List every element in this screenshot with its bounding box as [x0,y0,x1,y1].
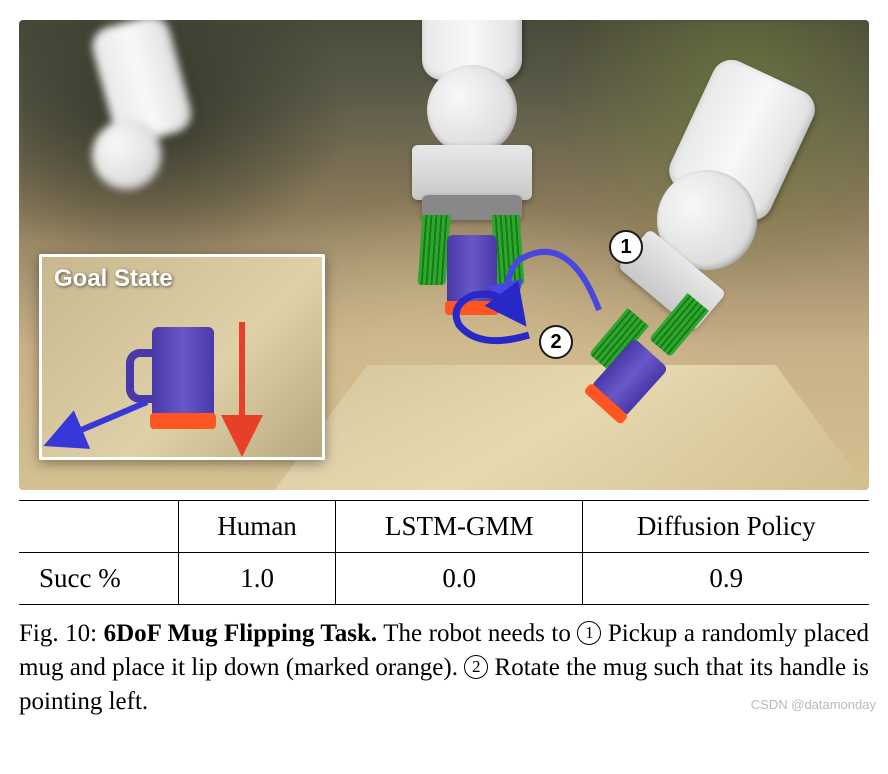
mug-base [445,301,499,315]
step-marker-1: 1 [609,230,643,264]
goal-state-inset: Goal State [39,254,325,460]
table-row: Succ % 1.0 0.0 0.9 [19,553,869,605]
step-marker-2: 2 [539,325,573,359]
caption-step2-num: 2 [472,656,481,679]
step-marker-1-text: 1 [620,236,631,259]
table-cell-human: 1.0 [178,553,335,605]
table-header-empty [19,501,178,553]
caption-step1-num: 1 [585,622,594,645]
caption-step1-icon: 1 [577,621,601,645]
goal-mug-base [150,413,216,429]
watermark: CSDN @datamonday [751,697,876,712]
table-row-label: Succ % [19,553,178,605]
goal-mug-handle [126,349,156,403]
figure-caption: Fig. 10: 6DoF Mug Flipping Task. The rob… [19,617,869,718]
figure-photo: 1 2 Goal State [19,20,869,490]
table-header-diffusion: Diffusion Policy [583,501,869,553]
mug-base [583,383,628,425]
mug-upright [447,235,497,305]
robot-arm-background [62,20,262,200]
caption-prefix: Fig. 10: [19,620,104,647]
goal-mug [152,327,214,419]
step-marker-2-text: 2 [550,331,561,354]
figure-container: 1 2 Goal State [0,20,888,718]
table-cell-lstmgmm: 0.0 [336,553,583,605]
caption-title: 6DoF Mug Flipping Task. [104,620,378,647]
table-cell-diffusion: 0.9 [583,553,869,605]
robot-arm-right [567,100,827,420]
results-table: Human LSTM-GMM Diffusion Policy Succ % 1… [19,500,869,605]
caption-body-1: The robot needs to [377,620,577,647]
table-header-lstmgmm: LSTM-GMM [336,501,583,553]
caption-step2-icon: 2 [464,655,488,679]
table-header-row: Human LSTM-GMM Diffusion Policy [19,501,869,553]
goal-state-label: Goal State [54,265,173,293]
table-header-human: Human [178,501,335,553]
robot-arm-center [342,20,602,340]
